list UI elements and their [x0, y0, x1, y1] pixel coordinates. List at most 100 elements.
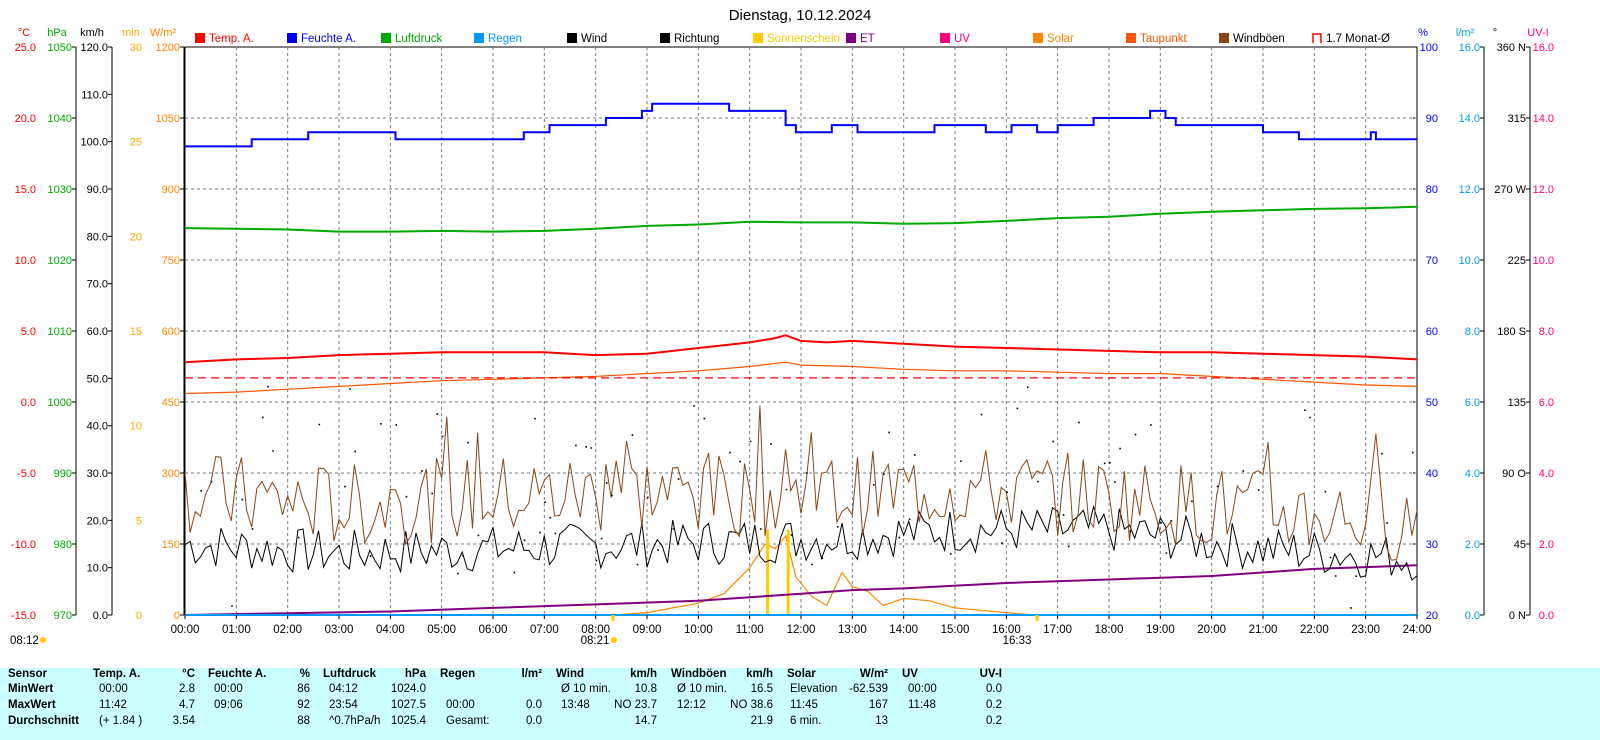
series-sonnenschein-bar: [766, 529, 770, 615]
legend-marker: [474, 33, 484, 43]
tick-label-solar: 900: [162, 184, 180, 196]
axis-unit-humidity: %: [1418, 27, 1428, 39]
tick-label-pressure: 1000: [48, 397, 72, 409]
tick-label-temp: 10.0: [15, 255, 36, 267]
tick-label-solar: 750: [162, 255, 180, 267]
tick-label-temp: 25.0: [15, 42, 36, 54]
table-cell-rain_t: 00:00: [446, 699, 475, 711]
legend-label: Wind: [581, 33, 607, 45]
tick-label-pressure: 980: [54, 539, 72, 551]
tick-label-direction: 315: [1508, 113, 1526, 125]
tick-label-temp: 20.0: [15, 113, 36, 125]
tick-label-wind: 30.0: [87, 468, 108, 480]
x-tick-label: 19:00: [1146, 624, 1175, 636]
table-header-hum: Feuchte A.: [208, 668, 267, 680]
tick-label-rain: 4.0: [1465, 468, 1480, 480]
stats-table: Sensor Temp. A. °C Feuchte A.% Luftdruck hPa R…: [0, 668, 1600, 740]
tick-label-direction: 90 O: [1502, 468, 1526, 480]
x-tick-label: 13:00: [838, 624, 867, 636]
tick-label-temp: -10.0: [11, 539, 36, 551]
tick-label-pressure: 1020: [48, 255, 72, 267]
tick-label-rain: 16.0: [1459, 42, 1480, 54]
legend-marker-monthly-average: [1312, 33, 1322, 43]
tick-label-rain: 14.0: [1459, 113, 1480, 125]
tick-label-wind: 20.0: [87, 515, 108, 527]
table-cell-uv_v: 0.2: [986, 715, 1002, 727]
x-tick-label: 17:00: [1043, 624, 1072, 636]
table-cell-solar_v: 13: [875, 715, 888, 727]
table-cell-solar_v: -62.539: [848, 683, 888, 695]
tick-label-solar: 1050: [156, 113, 180, 125]
tick-label-temp: 5.0: [21, 326, 36, 338]
axis-unit-wind: km/h: [80, 27, 104, 39]
table-header-uv_unit: UV-I: [979, 668, 1002, 680]
legend-marker: [753, 33, 763, 43]
sunset-label: 16:33: [1003, 635, 1032, 647]
x-tick-label: 08:00: [581, 624, 610, 636]
legend-label: Feuchte A.: [301, 33, 356, 45]
table-row-label: Durchschnitt: [8, 715, 79, 727]
tick-label-humidity: 50: [1426, 397, 1438, 409]
tick-label-humidity: 60: [1426, 326, 1438, 338]
tick-label-wind: 90.0: [87, 184, 108, 196]
tick-label-sunshine: 5: [136, 515, 142, 527]
x-tick-label: 14:00: [889, 624, 918, 636]
tick-label-solar: 150: [162, 539, 180, 551]
table-header-temp_unit: °C: [182, 668, 195, 680]
table-cell-temp_v: 3.54: [172, 715, 195, 727]
series-et: [184, 564, 1418, 616]
table-row-label: MinWert: [8, 683, 54, 695]
tick-label-wind: 70.0: [87, 279, 108, 291]
table-header-gust: Windböen: [671, 668, 727, 680]
table-header-press: Luftdruck: [323, 668, 377, 680]
table-cell-rain_v: 0.0: [526, 715, 542, 727]
table-cell-press_v: 1025.4: [390, 715, 426, 727]
tick-label-humidity: 30: [1426, 539, 1438, 551]
table-row-label: MaxWert: [8, 699, 56, 711]
table-cell-temp_t: 00:00: [99, 683, 128, 695]
tick-label-direction: 45: [1514, 539, 1526, 551]
legend-marker: [567, 33, 577, 43]
sun-icon: [40, 637, 46, 643]
series-luftdruck: [184, 205, 1418, 233]
table-cell-hum_t: 00:00: [214, 683, 243, 695]
tick-label-wind: 110.0: [81, 89, 108, 101]
tick-label-humidity: 20: [1426, 610, 1438, 622]
tick-label-wind: 40.0: [87, 421, 108, 433]
x-tick-label: 11:00: [736, 624, 764, 636]
table-header-solar_unit: W/m²: [859, 668, 888, 680]
legend-marker: [940, 33, 950, 43]
tick-label-pressure: 970: [54, 610, 72, 622]
table-cell-uv_t: 00:00: [908, 683, 937, 695]
table-cell-uv_v: 0.2: [986, 699, 1002, 711]
sunrise-icon: [611, 637, 617, 643]
x-tick-label: 10:00: [684, 624, 713, 636]
legend-label: 1.7 Monat-Ø: [1326, 33, 1390, 45]
x-tick-label: 22:00: [1300, 624, 1329, 636]
table-cell-uv_t: 11:48: [908, 699, 936, 711]
series-solar: [613, 534, 1035, 616]
table-header-wind_unit: km/h: [630, 668, 657, 680]
tick-label-rain: 8.0: [1465, 326, 1480, 338]
legend-label: UV: [954, 33, 970, 45]
legend-label: Sonnenschein: [767, 33, 840, 45]
tick-label-uv: 10.0: [1533, 255, 1554, 267]
table-cell-press_t: 04:12: [329, 683, 358, 695]
tick-label-wind: 120.0: [80, 42, 108, 54]
table-cell-gust_v: 21.9: [750, 715, 773, 727]
tick-label-uv: 16.0: [1533, 42, 1554, 54]
tick-label-direction: 135: [1508, 397, 1526, 409]
x-axis: 00:00 01:00 02:00 03:00 04:00 05:00 06:00 07:00…: [10, 615, 1431, 647]
table-header-gust_unit: km/h: [746, 668, 773, 680]
tick-label-humidity: 80: [1426, 184, 1438, 196]
table-cell-press_v: 1024.0: [390, 683, 426, 695]
table-cell-hum_v: 88: [297, 715, 310, 727]
table-header-wind: Wind: [556, 668, 584, 680]
tick-label-wind: 10.0: [87, 563, 108, 575]
series-wind: [184, 504, 1418, 581]
table-header-rain_unit: l/m²: [521, 668, 542, 680]
tick-label-sunshine: 15: [130, 326, 142, 338]
tick-label-solar: 450: [162, 397, 180, 409]
table-cell-rain_v: 0.0: [526, 699, 542, 711]
tick-label-solar: 300: [162, 468, 180, 480]
